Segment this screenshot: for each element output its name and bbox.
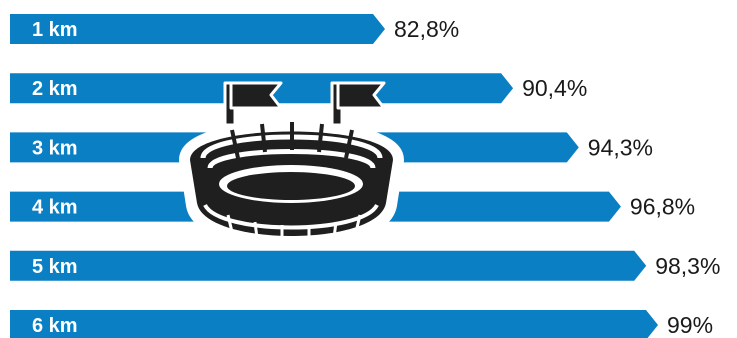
- value-label: 96,8%: [630, 194, 695, 220]
- category-label: 2 km: [32, 78, 78, 100]
- value-label: 94,3%: [588, 134, 653, 160]
- value-label: 82,8%: [394, 16, 459, 42]
- category-label: 3 km: [32, 137, 78, 159]
- stadium-icon: [179, 81, 404, 248]
- value-label: 99%: [667, 312, 713, 338]
- category-label: 4 km: [32, 197, 78, 219]
- value-label: 90,4%: [522, 75, 587, 101]
- value-label: 98,3%: [655, 253, 720, 279]
- category-label: 6 km: [32, 315, 78, 337]
- category-label: 5 km: [32, 256, 78, 278]
- category-label: 1 km: [32, 19, 78, 41]
- bar-6: [10, 310, 658, 338]
- bar-1: [10, 14, 385, 44]
- bar-5: [10, 250, 647, 281]
